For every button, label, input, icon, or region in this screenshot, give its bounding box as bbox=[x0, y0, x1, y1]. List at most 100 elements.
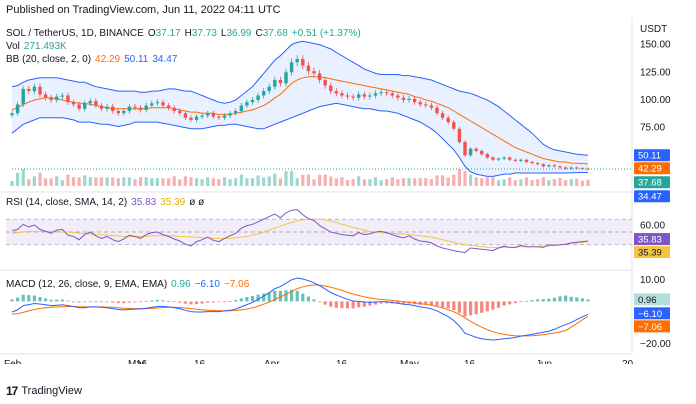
volume-bar bbox=[379, 180, 383, 186]
macd-hist-bar bbox=[357, 301, 361, 308]
rsi-badge-bg bbox=[634, 233, 670, 246]
macd-hist-bar bbox=[552, 297, 556, 302]
candle-body bbox=[541, 164, 545, 167]
candle-body bbox=[385, 92, 389, 94]
candle-body bbox=[569, 167, 573, 169]
candle-body bbox=[172, 107, 176, 111]
volume-bar bbox=[94, 177, 98, 186]
volume-bar bbox=[111, 177, 115, 186]
candle-body bbox=[552, 165, 557, 167]
macd-hist-bar bbox=[250, 295, 255, 302]
macd-hist-bar bbox=[49, 299, 53, 302]
macd-hist-bar bbox=[55, 299, 59, 302]
candle-body bbox=[239, 105, 243, 111]
macd-hist-badge: 0.96 bbox=[638, 295, 657, 306]
ohlc-change: +0.51 (+1.37%) bbox=[291, 28, 361, 39]
candle-body bbox=[513, 159, 517, 161]
volume-bar bbox=[323, 174, 327, 186]
volume-bar bbox=[99, 177, 104, 186]
macd-signal-badge: −7.06 bbox=[638, 322, 662, 333]
candle-body bbox=[27, 88, 31, 92]
volume-bar bbox=[334, 178, 338, 186]
candle-body bbox=[194, 116, 199, 120]
macd-value: −6.10 bbox=[194, 279, 220, 290]
volume-bar bbox=[508, 177, 512, 186]
volume-bar bbox=[446, 177, 450, 186]
volume-bar bbox=[340, 177, 344, 186]
candle-body bbox=[368, 95, 372, 97]
volume-bar bbox=[27, 179, 31, 186]
macd-hist-bar bbox=[234, 299, 238, 302]
macd-hist-bar bbox=[183, 301, 187, 304]
macd-tick-label: −20.00 bbox=[640, 339, 671, 350]
volume-bar bbox=[262, 177, 266, 186]
macd-hist-bar bbox=[273, 290, 277, 302]
macd-hist-bar bbox=[172, 301, 176, 303]
volume-label[interactable]: Vol bbox=[6, 41, 20, 52]
volume-bar bbox=[496, 180, 501, 186]
volume-bar bbox=[267, 176, 271, 186]
candle-body bbox=[407, 98, 411, 100]
bb-upper-line bbox=[11, 40, 589, 156]
volume-bar bbox=[155, 178, 159, 186]
candle-body bbox=[379, 92, 383, 94]
symbol-label[interactable]: SOL / TetherUS, 1D, BINANCE bbox=[6, 28, 144, 39]
bb-upper-badge-bg bbox=[634, 149, 670, 162]
chart-canvas[interactable]: USDT150.00125.00100.0075.0050.1142.2937.… bbox=[0, 18, 696, 364]
volume-bar bbox=[10, 181, 14, 186]
bb-upper-value: 50.11 bbox=[124, 54, 149, 65]
macd-hist-bar bbox=[167, 301, 171, 302]
macd-hist-bar bbox=[88, 301, 92, 303]
macd-label[interactable]: MACD (12, 26, close, 9, EMA, EMA) bbox=[6, 279, 168, 290]
volume-bar bbox=[452, 174, 456, 186]
bb-label[interactable]: BB (20, close, 2, 0) bbox=[6, 54, 92, 65]
published-caption: Published on TradingView.com, Jun 11, 20… bbox=[6, 4, 281, 16]
volume-bar bbox=[569, 179, 573, 186]
volume-bar bbox=[83, 175, 87, 186]
candle-body bbox=[99, 105, 104, 109]
candle-body bbox=[178, 111, 182, 114]
tv-logo-icon: 17 bbox=[6, 384, 18, 398]
macd-hist-bar bbox=[318, 301, 322, 303]
candle-body bbox=[15, 104, 20, 114]
candle-body bbox=[71, 102, 76, 105]
bb-mid-badge-bg bbox=[634, 162, 670, 175]
candle-body bbox=[183, 113, 188, 118]
candle-body bbox=[21, 88, 25, 105]
volume-bar bbox=[71, 177, 76, 186]
tradingview-logo[interactable]: 17 TradingView bbox=[6, 384, 82, 398]
volume-bar bbox=[558, 178, 562, 186]
macd-hist-bar bbox=[435, 301, 439, 306]
macd-hist-bar bbox=[530, 300, 534, 302]
macd-hist-bar bbox=[580, 298, 584, 302]
volume-bar bbox=[457, 169, 461, 186]
macd-hist-bar bbox=[564, 295, 568, 302]
macd-hist-bar bbox=[139, 301, 143, 303]
candle-body bbox=[547, 165, 551, 167]
macd-hist-bar bbox=[491, 301, 495, 310]
volume-bar bbox=[60, 180, 64, 186]
rsi-label[interactable]: RSI (14, close, SMA, 14, 2) bbox=[6, 197, 128, 208]
macd-badge: −6.10 bbox=[638, 309, 662, 320]
macd-hist-bar bbox=[77, 301, 81, 303]
macd-hist-bar bbox=[217, 301, 221, 303]
candle-body bbox=[301, 59, 305, 66]
candle-body bbox=[88, 101, 92, 104]
candle-body bbox=[166, 105, 171, 108]
macd-hist-bar bbox=[513, 301, 517, 304]
volume-bar bbox=[16, 172, 20, 186]
macd-hist-bar bbox=[345, 301, 350, 309]
macd-hist-bar bbox=[485, 301, 489, 312]
volume-bar bbox=[211, 178, 215, 186]
candle-body bbox=[60, 95, 64, 97]
macd-hist-bar bbox=[306, 296, 310, 302]
candle-body bbox=[480, 150, 484, 155]
macd-hist-bar bbox=[401, 301, 406, 304]
candle-body bbox=[440, 113, 445, 118]
candle-body bbox=[116, 111, 120, 114]
macd-hist-bar bbox=[267, 292, 271, 302]
macd-tick-label: 10.00 bbox=[640, 275, 665, 286]
macd-hist-bar bbox=[457, 301, 461, 313]
macd-hist-bar bbox=[323, 301, 327, 305]
volume-bar bbox=[530, 180, 534, 186]
